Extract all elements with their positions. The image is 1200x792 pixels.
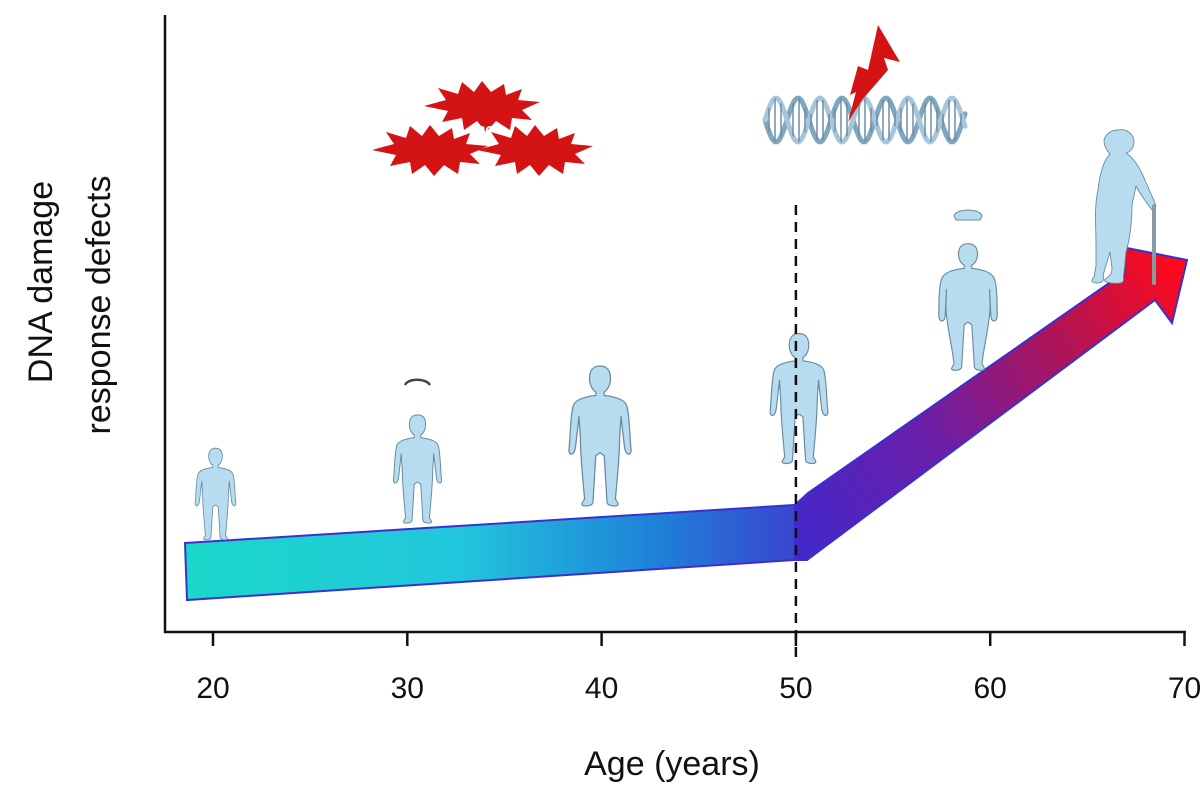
x-tick-label: 50 xyxy=(779,672,812,705)
elderly-person xyxy=(1091,129,1157,285)
person-icon xyxy=(769,332,829,465)
axes: 20 30 40 50 60 70 xyxy=(163,15,1200,705)
ros-label-top: ROS xyxy=(528,79,557,94)
x-tick-label: 60 xyxy=(974,672,1007,705)
y-axis-title-line2: response defects xyxy=(80,176,118,435)
x-tick-label: 70 xyxy=(1168,672,1200,705)
people xyxy=(194,129,1157,541)
arrow-steep-slope xyxy=(794,243,1189,561)
person-icon xyxy=(1091,129,1157,284)
arrow-low-slope xyxy=(183,503,796,602)
person-icon xyxy=(194,447,237,541)
ros-burst-icon: ROS xyxy=(424,79,556,132)
person-icon xyxy=(937,209,999,372)
person-icon xyxy=(392,378,443,524)
person-icon xyxy=(567,365,633,507)
x-tick-label: 20 xyxy=(196,672,229,705)
lightning-bolt-icon xyxy=(848,25,900,122)
y-axis-title-line1: DNA damage xyxy=(22,181,60,383)
ros-label-right: ROS xyxy=(581,123,610,138)
x-tick-label: 40 xyxy=(585,672,618,705)
x-tick-label: 30 xyxy=(391,672,424,705)
ros-cluster: ROS ROS ROS xyxy=(372,79,609,176)
x-axis-ticks: 20 30 40 50 60 70 xyxy=(196,632,1200,705)
x-axis-title: Age (years) xyxy=(584,745,760,783)
ros-burst-icon: ROS xyxy=(477,123,609,176)
dna-helix-icon xyxy=(762,95,968,145)
